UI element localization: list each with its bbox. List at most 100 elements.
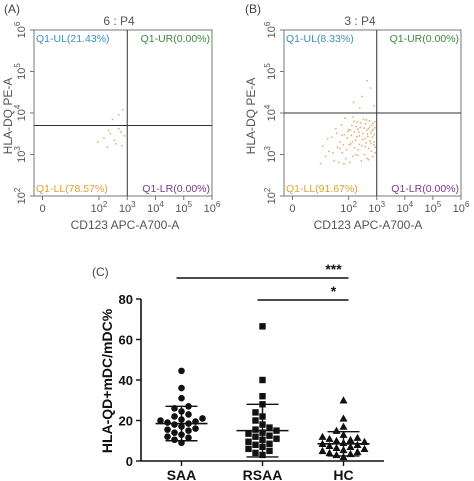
event-dot	[361, 145, 363, 147]
x-tick-label: 103	[368, 200, 385, 215]
event-dot	[96, 141, 99, 143]
x-tick-label: 106	[453, 200, 470, 215]
event-dot	[371, 136, 374, 139]
event-dot	[372, 128, 375, 131]
event-dot	[364, 122, 367, 125]
event-dot	[328, 150, 330, 153]
event-dot	[109, 132, 112, 135]
x-tick-label-saa: SAA	[167, 467, 197, 481]
data-point-rsaa	[252, 441, 259, 448]
event-dot	[363, 127, 365, 130]
event-dot	[357, 131, 360, 134]
event-dot	[353, 146, 356, 149]
event-dot	[368, 119, 371, 122]
event-dot	[353, 131, 356, 133]
quadrant-label-bottom-right: Q1-LR(0.00%)	[391, 183, 459, 195]
event-dot	[369, 87, 372, 89]
data-point-rsaa	[252, 409, 259, 416]
event-dot	[123, 135, 126, 137]
data-point-saa	[199, 415, 206, 422]
panel-a-plot: 0 102 103 104 105 106 102 103 104 105 106 Q1-UL(21.…	[13, 21, 221, 215]
quadrant-label-top-right: Q1-UR(0.00%)	[390, 33, 459, 45]
flow-panel-a: (A) 6 : P4 0 102 103 104 105 106 102 103 104 105 1…	[1, 2, 221, 232]
event-dot	[366, 133, 369, 136]
y-tick-label: 106	[13, 21, 28, 38]
data-point-saa	[178, 394, 185, 402]
event-dot	[345, 157, 347, 160]
event-dot	[351, 141, 354, 143]
panel-b-ylabel: HLA-DQ PE-A	[244, 78, 258, 155]
x-tick-label: 102	[91, 200, 108, 215]
event-dot	[117, 113, 120, 116]
panel-b-plot: 0 102 103 104 105 106 102 103 104 105 106 Q1-UL(8.3…	[263, 21, 470, 215]
data-point-rsaa	[273, 435, 280, 442]
data-point-hc	[346, 442, 355, 451]
event-dot	[333, 160, 335, 162]
event-dot	[113, 139, 116, 142]
event-dot	[344, 117, 347, 120]
y-tick-label: 102	[13, 187, 28, 204]
data-point-rsaa	[245, 445, 252, 453]
panel-label-a: (A)	[4, 2, 20, 16]
event-dot	[357, 128, 359, 130]
event-dot	[368, 126, 371, 128]
data-point-rsaa	[266, 424, 273, 431]
event-dot	[374, 146, 377, 149]
data-point-hc	[332, 450, 341, 459]
event-dot	[343, 162, 345, 165]
data-point-hc	[360, 444, 369, 453]
data-point-rsaa	[266, 447, 273, 455]
data-point-rsaa	[252, 433, 259, 440]
data-point-saa	[171, 436, 178, 444]
event-dot	[373, 104, 375, 107]
event-dot	[373, 141, 375, 143]
significance-label: *	[331, 283, 337, 299]
panel-b-title: 3 : P4	[344, 14, 376, 28]
data-point-saa	[164, 419, 171, 426]
x-tick-label: 0	[289, 203, 295, 215]
panel-b-xlabel: CD123 APC-A700-A	[314, 218, 423, 232]
x-tick-label: 104	[396, 200, 413, 215]
data-point-saa	[185, 434, 192, 442]
event-dot	[340, 123, 343, 126]
event-dot	[363, 153, 366, 156]
event-dot	[348, 161, 351, 164]
data-point-rsaa	[266, 432, 273, 439]
data-point-rsaa	[252, 449, 259, 457]
significance-label: ***	[325, 261, 342, 277]
event-dot	[106, 146, 109, 149]
y-tick-label: 105	[263, 63, 278, 80]
event-dot	[117, 127, 120, 130]
data-point-hc	[325, 448, 334, 457]
event-dot	[374, 151, 377, 154]
data-point-rsaa	[259, 323, 266, 330]
y-tick-label: 0	[126, 454, 133, 469]
event-dot	[330, 136, 333, 139]
y-tick-label: 20	[119, 414, 133, 429]
event-dot	[336, 146, 339, 149]
event-dot	[365, 129, 368, 132]
y-tick-label: 103	[13, 146, 28, 163]
event-dot	[371, 130, 373, 132]
data-point-saa	[171, 413, 178, 420]
data-point-hc	[325, 434, 334, 442]
y-tick-label: 102	[263, 187, 278, 204]
event-dot	[372, 122, 374, 125]
panel-a-xlabel: CD123 APC-A700-A	[71, 218, 180, 232]
event-dot	[361, 132, 364, 135]
x-tick-label: 103	[119, 200, 136, 215]
event-dot	[358, 135, 361, 137]
event-dot	[366, 135, 369, 138]
x-tick-label: 104	[147, 200, 164, 215]
event-dot	[326, 137, 329, 140]
event-dot	[373, 126, 376, 129]
event-dot	[350, 124, 353, 127]
event-dot	[369, 142, 372, 145]
event-dot	[360, 160, 363, 162]
y-tick-label: 60	[119, 333, 133, 348]
event-dot	[366, 79, 368, 82]
event-dot	[338, 147, 341, 150]
data-point-saa	[192, 425, 199, 432]
